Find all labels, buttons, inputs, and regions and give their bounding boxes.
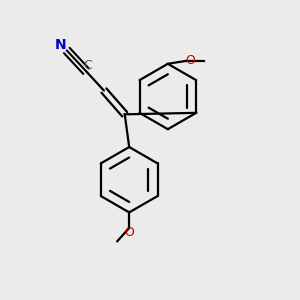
Text: O: O	[185, 54, 195, 67]
Text: N: N	[54, 38, 66, 52]
Text: O: O	[124, 226, 134, 239]
Text: C: C	[83, 59, 92, 72]
